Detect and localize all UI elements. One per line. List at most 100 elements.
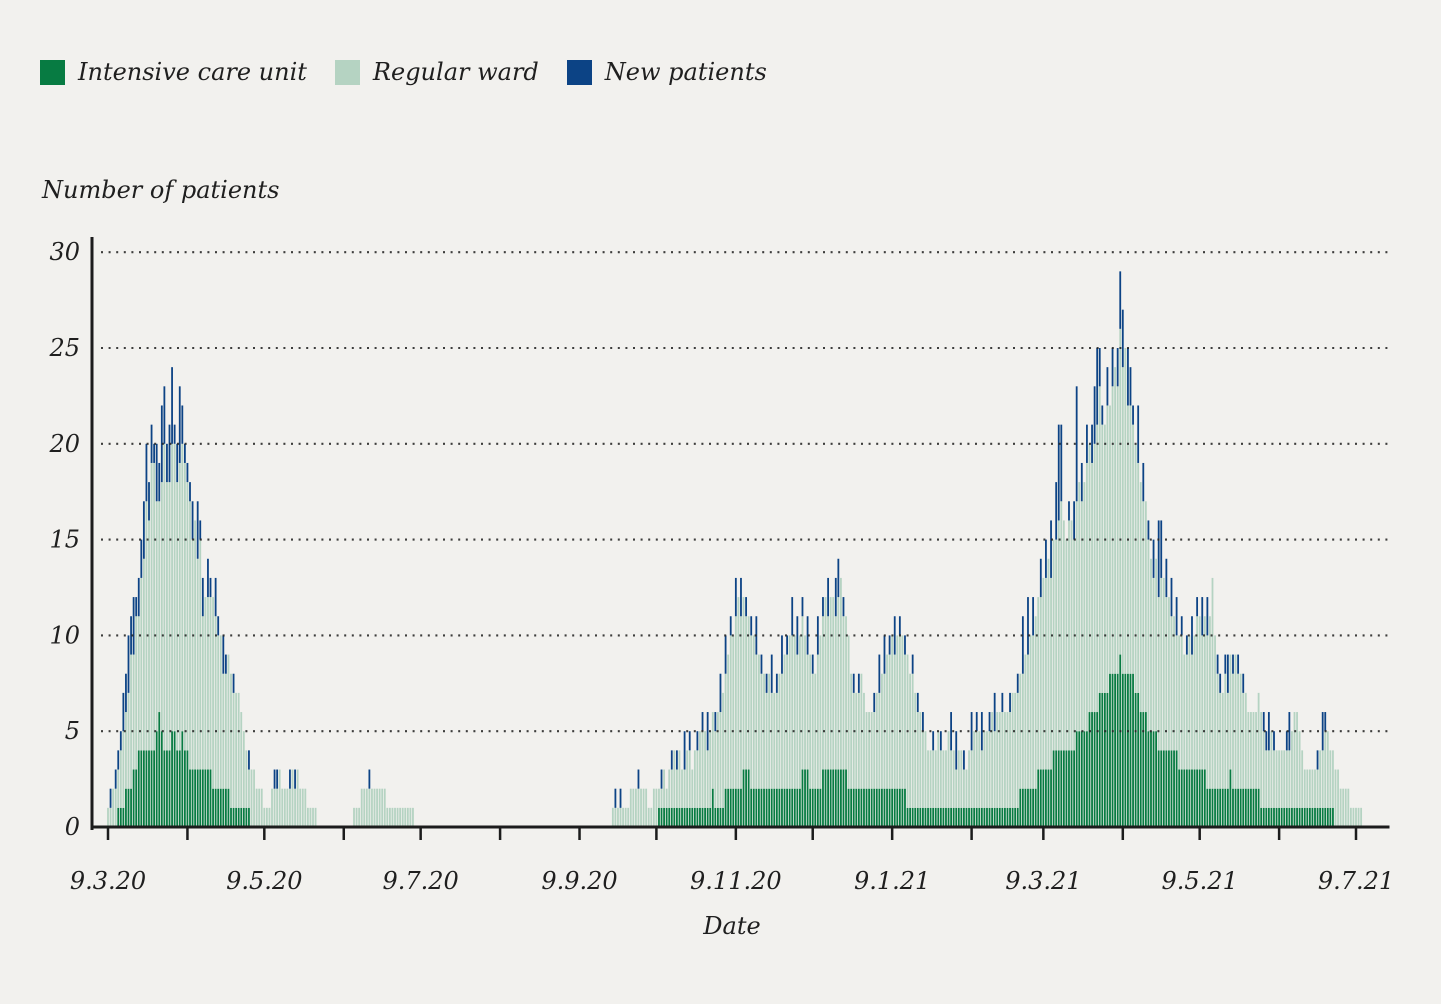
bar-icu (740, 788, 742, 827)
bar-new (222, 635, 225, 674)
y-axis-line (90, 237, 94, 830)
bar-icu (1270, 807, 1273, 827)
bar-icu (968, 807, 970, 827)
bar-icu (1021, 788, 1024, 827)
bar-ward (1321, 750, 1324, 808)
bar-ward (1185, 654, 1188, 770)
bar-new (904, 635, 906, 655)
bar-icu (1332, 807, 1334, 827)
bar-icu (171, 731, 173, 827)
bar-icu (1226, 788, 1229, 827)
bar-ward (1047, 558, 1050, 770)
bar-ward (986, 731, 988, 808)
bar-icu (1098, 692, 1101, 827)
bar-icu (1308, 807, 1311, 827)
bar-ward (1039, 597, 1042, 770)
bar-icu (1152, 731, 1155, 827)
legend-item-icu: Intensive care unit (40, 58, 307, 86)
bar-icu (1116, 673, 1119, 827)
bar-ward (1029, 635, 1032, 789)
bar-new (132, 597, 135, 655)
bar-icu (1193, 769, 1196, 827)
bar-ward (693, 750, 696, 808)
bar-icu (1047, 769, 1050, 827)
bar-icu (765, 788, 768, 827)
bar-ward (632, 788, 635, 827)
bar-icu (1185, 769, 1188, 827)
bar-ward (934, 750, 937, 808)
bar-new (125, 673, 127, 713)
bar-new (153, 443, 156, 463)
bar-new (837, 558, 840, 598)
bar-new (888, 635, 891, 655)
bar-ward (645, 788, 648, 827)
bar-ward (271, 788, 273, 827)
bar-ward (224, 673, 227, 789)
bar-icu (191, 769, 194, 827)
bar-icu (189, 769, 191, 827)
bar-new (135, 597, 138, 617)
bar-ward (801, 616, 804, 770)
bar-ward (212, 597, 214, 789)
bar-icu (1134, 692, 1137, 827)
y-tick-label-20: 20 (48, 430, 80, 458)
bar-ward (1129, 405, 1132, 674)
bar-new (148, 482, 150, 521)
bar-ward (1080, 501, 1083, 732)
bar-ward (209, 597, 212, 770)
bar-new (806, 616, 809, 655)
bar-icu (1042, 769, 1045, 827)
bar-ward (388, 807, 391, 827)
bar-icu (686, 807, 689, 827)
x-tick-mark (263, 828, 266, 840)
bar-ward (1111, 386, 1114, 674)
bar-icu (1283, 807, 1286, 827)
bar-ward (204, 597, 207, 770)
bar-new (1219, 673, 1222, 693)
bar-ward (237, 692, 240, 808)
bar-icu (909, 807, 912, 827)
bar-new (127, 635, 130, 693)
bar-ward (1170, 616, 1173, 751)
legend: Intensive care unit Regular ward New pat… (40, 58, 767, 86)
bar-new (1237, 654, 1240, 674)
bar-ward (960, 750, 963, 808)
x-tick-label-9.11.20: 9.11.20 (690, 867, 782, 895)
bar-icu (955, 807, 958, 827)
bar-ward (863, 692, 865, 789)
x-tick-mark (1042, 828, 1045, 840)
bar-icu (901, 788, 904, 827)
bar-icu (1303, 807, 1306, 827)
bar-ward (799, 635, 801, 789)
bar-icu (1086, 731, 1088, 827)
bar-ward (1198, 616, 1201, 770)
bar-icu (201, 769, 204, 827)
bar-ward (781, 673, 783, 789)
bar-icu (1157, 750, 1160, 827)
bar-icu (1203, 769, 1206, 827)
bar-icu (916, 807, 919, 827)
bar-ward (1091, 462, 1093, 713)
bar-icu (1121, 673, 1124, 827)
bar-new (637, 769, 640, 789)
bar-ward (1201, 635, 1204, 770)
bar-icu (1196, 769, 1199, 827)
bar-icu (660, 807, 663, 827)
bar-ward (1324, 731, 1327, 808)
bar-new (1027, 597, 1029, 655)
bar-ward (968, 750, 970, 808)
bar-icu (125, 788, 127, 827)
bar-new (163, 386, 166, 444)
bar-ward (194, 520, 197, 770)
bar-icu (1045, 769, 1047, 827)
bar-ward (873, 712, 876, 789)
bar-ward (1065, 539, 1068, 751)
bar-new (1001, 692, 1004, 713)
bar-new (827, 577, 829, 617)
bar-icu (898, 788, 901, 827)
bar-new (822, 597, 824, 617)
bar-icu (778, 788, 781, 827)
bar-icu (1119, 654, 1122, 827)
bar-icu (1001, 807, 1004, 827)
bar-ward (1316, 769, 1319, 808)
